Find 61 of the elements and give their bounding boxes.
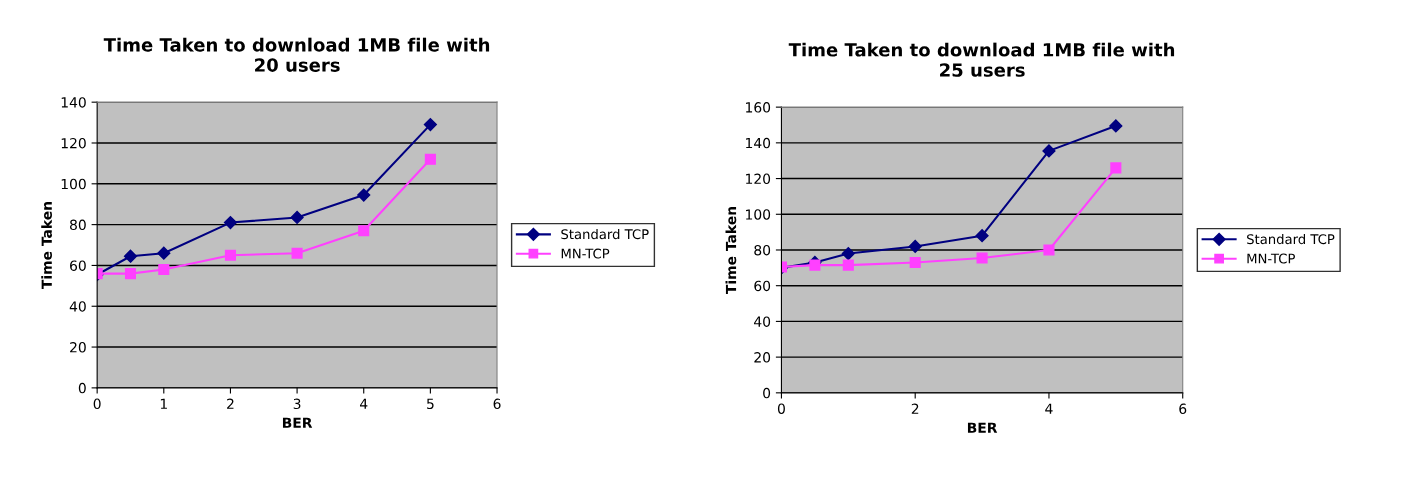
x-tick-label: 3 xyxy=(293,398,301,410)
point xyxy=(423,118,437,132)
legend-label: MN-TCP xyxy=(561,248,610,259)
chart-title: Time Taken to download 1MB file with 25 users xyxy=(788,42,1175,77)
point xyxy=(157,246,171,260)
x-tick-label: 6 xyxy=(493,398,501,410)
y-tick-label: 0 xyxy=(78,382,86,394)
chart-title: Time Taken to download 1MB file with 20 users xyxy=(103,37,490,72)
y-tick-label: 80 xyxy=(754,244,771,256)
x-tick-label: 4 xyxy=(359,398,368,409)
x-tick-label: 2 xyxy=(911,403,919,414)
x-tick-label: 1 xyxy=(160,398,167,409)
y-tick-label: 80 xyxy=(70,219,86,231)
point xyxy=(224,249,236,261)
point xyxy=(909,256,921,269)
y-tick-label: 160 xyxy=(746,102,771,113)
point xyxy=(1109,119,1123,133)
y-tick-label: 120 xyxy=(61,137,86,149)
point xyxy=(809,259,821,271)
point xyxy=(358,225,370,237)
x-tick-label: 2 xyxy=(227,398,234,409)
y-tick-label: 100 xyxy=(746,209,771,220)
y-tick-label: 40 xyxy=(754,316,771,327)
y-axis-title: Time Taken xyxy=(725,206,737,295)
legend-label: Standard TCP xyxy=(561,228,649,240)
legend-label: Standard TCP xyxy=(1247,233,1335,245)
point xyxy=(223,215,238,230)
x-tick-label: 4 xyxy=(1045,403,1053,414)
point xyxy=(842,259,854,271)
point xyxy=(976,252,988,264)
point xyxy=(424,153,436,165)
legend-label: MN-TCP xyxy=(1247,253,1295,264)
point xyxy=(975,229,989,243)
y-tick-label: 20 xyxy=(754,352,771,363)
y-tick-label: 140 xyxy=(61,97,86,108)
point xyxy=(158,263,170,276)
y-tick-label: 40 xyxy=(69,301,86,312)
y-tick-label: 20 xyxy=(70,342,86,353)
point xyxy=(123,249,138,263)
y-tick-label: 0 xyxy=(763,387,771,399)
point xyxy=(290,210,304,225)
x-axis-title: BER xyxy=(967,422,998,433)
point xyxy=(291,247,303,259)
y-tick-label: 100 xyxy=(61,178,86,190)
y-tick-label: 60 xyxy=(754,280,771,292)
y-tick-label: 120 xyxy=(746,173,771,185)
x-tick-label: 0 xyxy=(93,398,101,410)
point xyxy=(1043,244,1055,256)
x-tick-label: 5 xyxy=(427,398,434,410)
point xyxy=(908,239,922,254)
y-tick-label: 140 xyxy=(746,137,771,149)
x-tick-label: 6 xyxy=(1179,403,1187,414)
point xyxy=(1110,162,1122,174)
point xyxy=(1042,144,1056,158)
x-tick-label: 0 xyxy=(777,403,785,414)
point xyxy=(841,246,855,261)
point xyxy=(357,188,371,202)
y-tick-label: 60 xyxy=(70,260,86,271)
y-axis-title: Time Taken xyxy=(41,202,52,290)
point xyxy=(124,268,137,280)
x-axis-title: BER xyxy=(282,417,313,428)
